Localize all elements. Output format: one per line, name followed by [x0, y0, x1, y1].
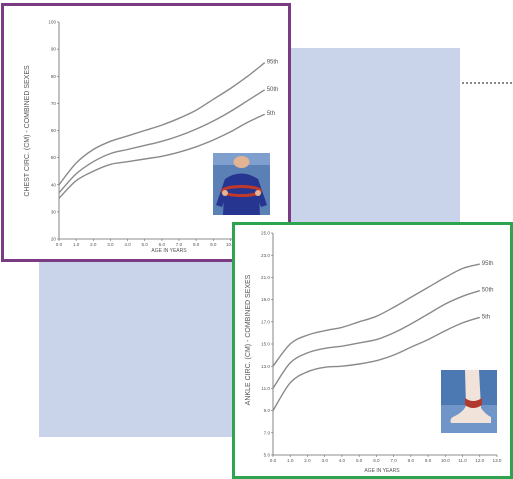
y-tick-label: 20 — [51, 237, 57, 242]
growth-curve-line — [58, 89, 266, 194]
x-tick-label: 7.0 — [176, 242, 183, 247]
curve-labels: 95th 50th 5th — [267, 60, 279, 118]
y-tick-label: 60 — [51, 128, 57, 133]
y-tick-label: 50 — [51, 155, 57, 160]
curve-label: 95th — [267, 60, 279, 66]
curve-label: 5th — [267, 111, 275, 117]
x-tick-label: 12.0 — [475, 458, 484, 463]
y-ticks: 5.0 7.0 9.0 11.0 13.0 15.0 17.0 19.0 21.0 23.0 25.… — [261, 231, 273, 458]
y-tick-label: 80 — [51, 74, 57, 79]
curve-label: 5th — [482, 314, 490, 320]
y-tick-label: 21.0 — [261, 275, 270, 280]
x-tick-label: 3.0 — [107, 242, 114, 247]
x-tick-label: 4.0 — [124, 242, 131, 247]
y-tick-label: 15.0 — [261, 342, 270, 347]
x-tick-label: 1.0 — [73, 242, 80, 247]
y-tick-label: 100 — [48, 20, 56, 25]
ankle-photo — [441, 370, 497, 433]
curve-labels: 95th 50th 5th — [482, 261, 494, 320]
x-tick-label: 10.0 — [441, 458, 450, 463]
x-tick-label: 8.0 — [408, 458, 415, 463]
chest-photo — [213, 153, 270, 215]
y-tick-label: 90 — [51, 47, 57, 52]
growth-curve-line — [58, 113, 266, 199]
chest-chart: 20 30 40 50 60 70 80 90 100 0.0 1.0 2.0 3.0 4.0 5.0 6.… — [24, 20, 279, 254]
x-tick-label: 5.0 — [356, 458, 363, 463]
y-tick-label: 9.0 — [264, 408, 271, 413]
y-tick-label: 25.0 — [261, 231, 270, 236]
ankle-chart: 5.0 7.0 9.0 11.0 13.0 15.0 17.0 19.0 21.0 23.0 25.… — [245, 231, 502, 474]
growth-curve-line — [58, 62, 266, 186]
y-tick-label: 70 — [51, 101, 57, 106]
x-ticks: 0.0 1.0 2.0 3.0 4.0 5.0 6.0 7.0 8.0 9.0 10.0 — [56, 239, 235, 247]
growth-curve-line — [272, 263, 480, 367]
y-tick-label: 13.0 — [261, 364, 270, 369]
x-tick-label: 9.0 — [210, 242, 217, 247]
growth-curves — [272, 263, 481, 411]
x-tick-label: 6.0 — [373, 458, 380, 463]
ankle-chart-card: 5.0 7.0 9.0 11.0 13.0 15.0 17.0 19.0 21.0 23.0 25.… — [232, 222, 513, 479]
x-tick-label: 0.0 — [270, 458, 277, 463]
x-ticks: 0.0 1.0 2.0 3.0 4.0 5.0 6.0 7.0 8.0 9.0 10.0 11.0 12… — [270, 455, 502, 463]
y-tick-label: 30 — [51, 209, 57, 214]
x-tick-label: 1.0 — [287, 458, 294, 463]
x-tick-label: 3.0 — [321, 458, 328, 463]
y-tick-label: 11.0 — [261, 386, 270, 391]
y-ticks: 20 30 40 50 60 70 80 90 100 — [48, 20, 59, 242]
x-tick-label: 8.0 — [193, 242, 200, 247]
x-tick-label: 7.0 — [390, 458, 397, 463]
x-tick-label: 2.0 — [90, 242, 97, 247]
x-axis-label: AGE IN YEARS — [364, 468, 400, 474]
curve-label: 50th — [482, 288, 494, 294]
x-tick-label: 0.0 — [56, 242, 63, 247]
x-tick-label: 11.0 — [458, 458, 467, 463]
growth-curve-line — [272, 290, 481, 389]
y-tick-label: 5.0 — [264, 453, 271, 458]
y-tick-label: 7.0 — [264, 430, 271, 435]
curve-label: 95th — [482, 261, 494, 267]
y-axis-label: ANKLE CIRC. (CM) - COMBINED SEXES — [245, 274, 252, 405]
y-tick-label: 17.0 — [261, 319, 270, 324]
x-tick-label: 9.0 — [425, 458, 432, 463]
x-tick-label: 4.0 — [339, 458, 346, 463]
x-axis-label: AGE IN YEARS — [151, 248, 187, 254]
chest-chart-card: 20 30 40 50 60 70 80 90 100 0.0 1.0 2.0 3.0 4.0 5.0 6.… — [1, 3, 291, 262]
growth-curve-line — [272, 316, 481, 411]
y-tick-label: 19.0 — [261, 297, 270, 302]
x-tick-label: 10.0 — [226, 242, 235, 247]
x-tick-label: 2.0 — [304, 458, 311, 463]
y-axis-label: CHEST CIRC. (CM) - COMBINED SEXES — [24, 65, 31, 197]
curve-label: 50th — [267, 87, 279, 93]
x-tick-label: 5.0 — [142, 242, 149, 247]
x-tick-label: 6.0 — [159, 242, 166, 247]
dotted-connector — [462, 82, 512, 84]
y-tick-label: 23.0 — [261, 253, 270, 258]
growth-curves — [58, 62, 266, 199]
y-tick-label: 40 — [51, 182, 57, 187]
x-tick-label: 13.0 — [493, 458, 502, 463]
